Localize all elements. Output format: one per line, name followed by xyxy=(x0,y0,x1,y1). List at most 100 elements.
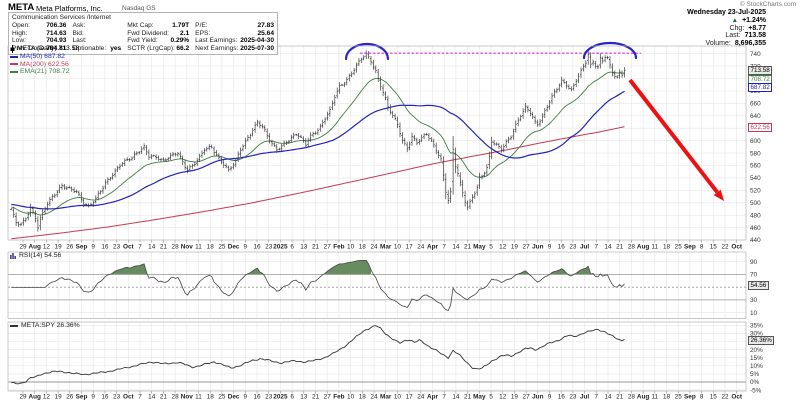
svg-text:7: 7 xyxy=(138,243,142,250)
svg-text:Sep: Sep xyxy=(684,393,696,400)
svg-text:22: 22 xyxy=(721,393,729,400)
svg-text:21: 21 xyxy=(312,393,320,400)
candlestick-icon xyxy=(10,45,15,53)
rsi-overbought-fill xyxy=(325,260,371,275)
rsi-overbought-fill xyxy=(573,266,594,275)
svg-text:540: 540 xyxy=(750,175,761,182)
svg-text:9: 9 xyxy=(91,393,95,400)
ohlc-bars xyxy=(10,50,626,232)
svg-text:Mar: Mar xyxy=(380,393,392,400)
svg-text:19: 19 xyxy=(511,393,519,400)
svg-text:640: 640 xyxy=(750,113,761,120)
svg-text:18: 18 xyxy=(359,393,367,400)
svg-text:680: 680 xyxy=(750,88,761,95)
quote-volume: Volume: 8,696,355 xyxy=(705,40,766,48)
svg-text:19: 19 xyxy=(511,243,519,250)
fundamentals-box: Communication Services /Internet Open: 70… xyxy=(8,12,278,56)
svg-text:14: 14 xyxy=(452,393,460,400)
svg-text:12: 12 xyxy=(43,393,51,400)
quote-change: Chg: +8.77 xyxy=(729,24,766,32)
svg-text:21: 21 xyxy=(312,243,320,250)
svg-text:23: 23 xyxy=(265,393,273,400)
svg-text:13: 13 xyxy=(300,243,308,250)
svg-text:11: 11 xyxy=(195,393,202,400)
fundamental-cell: Open: 706.36 xyxy=(12,22,67,29)
quote-percent-change: ▲ +1.24% xyxy=(731,16,766,24)
svg-text:Oct: Oct xyxy=(123,393,135,400)
company-name: Meta Platforms, Inc. xyxy=(36,3,103,13)
svg-text:21: 21 xyxy=(160,393,168,400)
ratio-value-box: 26.36% xyxy=(748,336,775,345)
svg-text:27: 27 xyxy=(523,393,531,400)
svg-text:5%: 5% xyxy=(750,371,760,378)
svg-text:19: 19 xyxy=(55,243,63,250)
svg-text:Sep: Sep xyxy=(76,393,88,400)
fundamentals-row: Low: 704.93 Last: Fwd Yield: 0.29% Last Earni… xyxy=(12,37,274,45)
svg-text:35%: 35% xyxy=(750,323,763,330)
svg-text:18: 18 xyxy=(359,243,367,250)
svg-text:7: 7 xyxy=(442,243,446,250)
svg-text:16: 16 xyxy=(253,393,261,400)
fundamental-cell: Bid: xyxy=(72,29,84,37)
svg-text:9: 9 xyxy=(548,393,552,400)
ratio-legend: META:SPY 26.36% xyxy=(10,322,80,329)
svg-text:Nov: Nov xyxy=(181,393,194,400)
svg-text:23: 23 xyxy=(569,243,577,250)
svg-text:7: 7 xyxy=(442,393,446,400)
top-arc-annotation xyxy=(344,42,390,61)
svg-text:12: 12 xyxy=(43,243,51,250)
fundamental-cell: Fwd Dividend: 2.1 xyxy=(127,29,190,37)
rsi-overbought-fill xyxy=(110,263,147,275)
svg-text:25: 25 xyxy=(675,243,683,250)
svg-text:9: 9 xyxy=(244,393,248,400)
svg-text:23: 23 xyxy=(113,243,121,250)
svg-text:28: 28 xyxy=(628,243,636,250)
fundamental-cell: Ask: xyxy=(72,22,86,29)
svg-text:13: 13 xyxy=(300,393,308,400)
fundamental-cell: EPS: 25.64 xyxy=(195,29,274,37)
svg-text:16: 16 xyxy=(253,243,261,250)
svg-text:Mar: Mar xyxy=(380,243,392,250)
svg-text:22: 22 xyxy=(721,243,729,250)
svg-text:Aug: Aug xyxy=(28,243,41,250)
svg-text:Oct: Oct xyxy=(123,243,135,250)
legend-ema21: EMA(21) 708.72 xyxy=(10,68,79,76)
svg-text:24: 24 xyxy=(370,243,378,250)
svg-text:12: 12 xyxy=(499,393,507,400)
svg-text:-5%: -5% xyxy=(750,387,762,394)
svg-text:Oct: Oct xyxy=(731,393,743,400)
svg-text:26: 26 xyxy=(66,243,74,250)
svg-text:8: 8 xyxy=(700,243,704,250)
svg-text:Feb: Feb xyxy=(333,243,344,250)
svg-text:10: 10 xyxy=(347,243,355,250)
svg-text:15: 15 xyxy=(710,243,718,250)
svg-text:500: 500 xyxy=(750,200,761,207)
svg-text:6: 6 xyxy=(290,243,294,250)
svg-text:21: 21 xyxy=(616,393,624,400)
svg-text:Sep: Sep xyxy=(76,243,88,250)
svg-text:Jun: Jun xyxy=(532,393,543,400)
ma50-value-box: 687.82 xyxy=(748,82,773,92)
svg-text:Sep: Sep xyxy=(684,243,696,250)
svg-text:10: 10 xyxy=(394,393,402,400)
stockcharts-credit: © StockCharts.com xyxy=(739,1,796,8)
svg-text:28: 28 xyxy=(172,243,180,250)
svg-text:Oct: Oct xyxy=(731,243,743,250)
fundamental-cell: Next Earnings: 2025-07-30 xyxy=(195,44,274,52)
legend-symbol-line: META (Daily) 713.58 xyxy=(10,45,79,53)
svg-text:28: 28 xyxy=(628,393,636,400)
svg-text:2025: 2025 xyxy=(273,393,288,400)
legend-ma200: MA(200) 622.56 xyxy=(10,61,79,69)
svg-text:21: 21 xyxy=(464,243,472,250)
svg-text:6: 6 xyxy=(290,393,294,400)
svg-text:27: 27 xyxy=(324,393,332,400)
svg-text:740: 740 xyxy=(750,51,761,58)
fundamental-cell: Last: xyxy=(72,37,87,45)
quote-date: Wednesday 23-Jul-2025 xyxy=(687,9,766,16)
svg-text:21: 21 xyxy=(464,393,472,400)
svg-text:480: 480 xyxy=(750,212,761,219)
svg-text:15%: 15% xyxy=(750,355,763,362)
fundamentals-row: High: 714.63 Bid: Fwd Dividend: 2.1 EPS: 25.64 xyxy=(12,30,274,38)
svg-text:5: 5 xyxy=(489,243,493,250)
ema21-swatch xyxy=(10,70,18,73)
